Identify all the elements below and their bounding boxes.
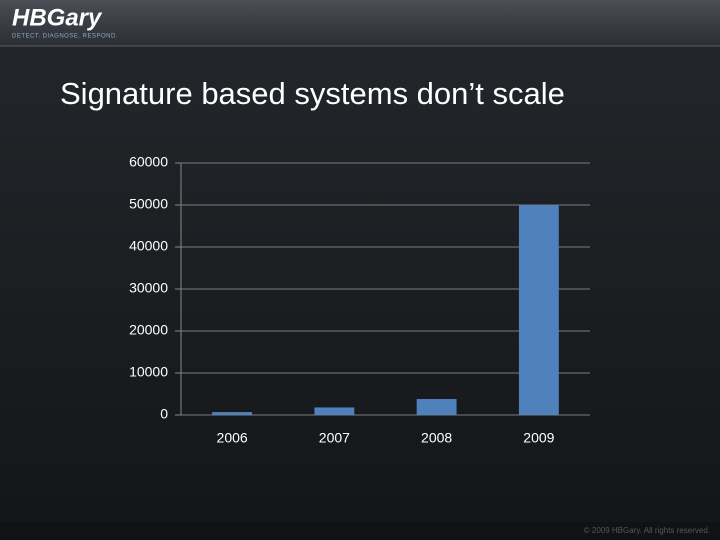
- logo: HBGary: [12, 4, 103, 31]
- y-tick-label: 40000: [129, 238, 168, 254]
- x-tick-label: 2006: [217, 430, 248, 446]
- y-tick-label: 20000: [129, 322, 168, 338]
- y-tick-label: 30000: [129, 280, 168, 296]
- x-tick-label: 2009: [523, 430, 554, 446]
- bar: [518, 205, 559, 415]
- footer-band: [0, 522, 720, 540]
- bar: [212, 412, 253, 415]
- chart-title: Signature based systems don’t scale: [60, 76, 565, 111]
- bar: [416, 399, 457, 415]
- x-tick-label: 2007: [319, 430, 350, 446]
- x-tick-label: 2008: [421, 430, 452, 446]
- footer: © 2009 HBGary. All rights reserved.: [584, 526, 710, 535]
- logo-tagline: DETECT. DIAGNOSE. RESPOND.: [12, 34, 118, 40]
- y-tick-label: 50000: [129, 196, 168, 212]
- y-tick-label: 60000: [129, 154, 168, 170]
- y-tick-label: 0: [160, 406, 168, 422]
- bar: [314, 407, 355, 415]
- plot: 0 10000 20000 30000 40000 50000 60000 2006 2007 2…: [129, 154, 590, 446]
- header-band: [0, 0, 720, 46]
- y-tick-label: 10000: [129, 364, 168, 380]
